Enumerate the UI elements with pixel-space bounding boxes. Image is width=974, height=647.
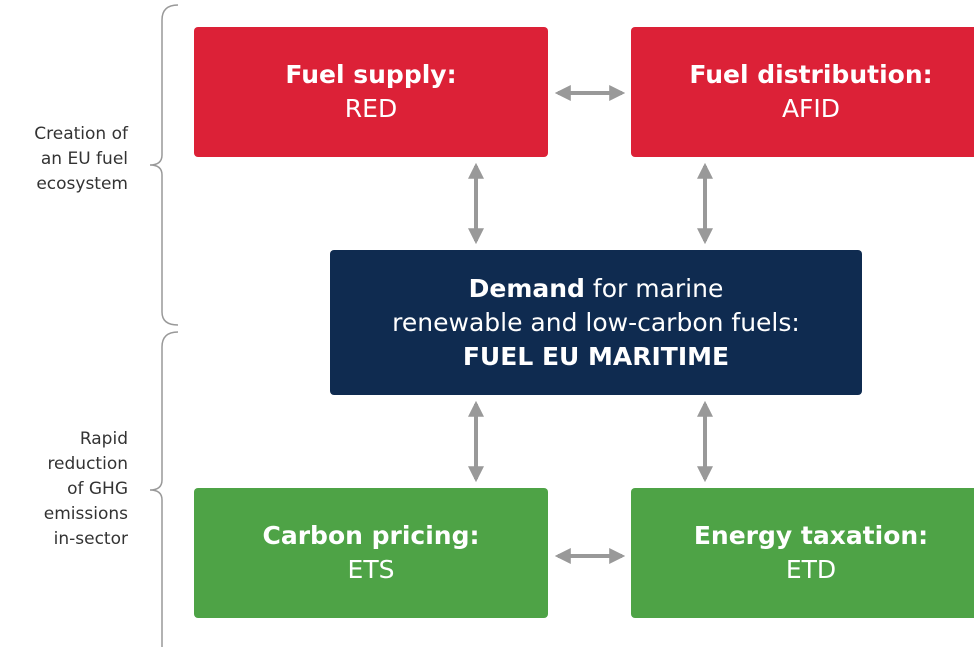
node-subtitle: FUEL EU MARITIME bbox=[462, 341, 730, 371]
label-line: emissions bbox=[43, 504, 128, 524]
brace bbox=[149, 331, 179, 647]
node-title: Fuel distribution: bbox=[689, 60, 933, 89]
label-line: in-sector bbox=[53, 529, 128, 549]
node-subtitle: AFID bbox=[781, 94, 841, 123]
node-subtitle: RED bbox=[344, 94, 398, 123]
label-line: Rapid bbox=[79, 429, 128, 449]
node-title: Energy taxation: bbox=[693, 521, 929, 550]
label-line: of GHG bbox=[67, 479, 128, 499]
node-text: for marine bbox=[592, 273, 724, 303]
node: Fuel supply: RED bbox=[194, 27, 548, 157]
label-line: ecosystem bbox=[36, 174, 128, 194]
node-title: Fuel supply: bbox=[285, 60, 457, 89]
group-label: Rapid reduction of GHG emissions in-sector bbox=[44, 427, 128, 552]
label-line: Creation of bbox=[34, 124, 128, 144]
label-line: reduction bbox=[47, 454, 128, 474]
brace bbox=[149, 4, 179, 326]
node: Demand for marine renewable and low-carb… bbox=[330, 250, 862, 395]
node: Fuel distribution: AFID bbox=[631, 27, 974, 157]
node-text: renewable and low-carbon fuels: bbox=[392, 307, 800, 337]
node: Carbon pricing: ETS bbox=[194, 488, 548, 618]
node-title: Demand bbox=[468, 273, 585, 303]
node: Energy taxation: ETD bbox=[631, 488, 974, 618]
node-title: Carbon pricing: bbox=[262, 521, 480, 550]
node-subtitle: ETD bbox=[785, 555, 837, 584]
label-line: an EU fuel bbox=[40, 149, 128, 169]
node-subtitle: ETS bbox=[347, 555, 395, 584]
group-label: Creation of an EU fuel ecosystem bbox=[34, 122, 128, 197]
